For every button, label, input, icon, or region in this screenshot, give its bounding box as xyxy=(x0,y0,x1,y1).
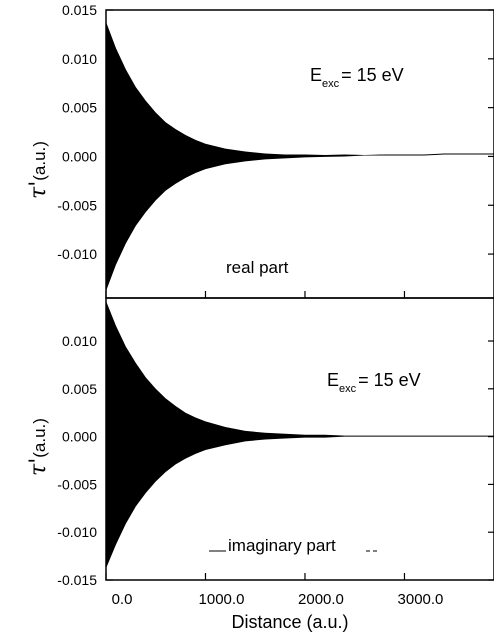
real-part-annotation: Eexc = 15 eV xyxy=(310,65,404,90)
y-tick-label: -0.005 xyxy=(57,197,97,213)
real-part-y-axis-label: τ'(a.u.) xyxy=(26,141,51,199)
real-part-caption: real part xyxy=(226,258,289,277)
y-tick-label: 0.000 xyxy=(62,148,97,164)
y-tick-label: 0.005 xyxy=(62,381,97,397)
x-tick-label: 3000.0 xyxy=(398,591,444,608)
imaginary-part-envelope xyxy=(106,300,494,569)
y-tick-label: 0.015 xyxy=(62,2,97,18)
x-tick-label: 0.0 xyxy=(112,591,133,608)
svg-text:τ'(a.u.): τ'(a.u.) xyxy=(26,141,51,199)
imaginary-part-annotation: Eexc = 15 eV xyxy=(327,370,421,395)
y-tick-label: 0.010 xyxy=(62,51,97,67)
x-tick-label: 2000.0 xyxy=(298,591,344,608)
imaginary-part-panel: 0.010 0.005 0.000 -0.005 -0.010 -0.015 0.0 100… xyxy=(26,297,494,632)
real-part-envelope xyxy=(106,21,494,292)
y-tick-label: 0.000 xyxy=(62,429,97,445)
y-tick-label: -0.010 xyxy=(57,524,97,540)
x-tick-label: 1000.0 xyxy=(199,591,245,608)
imaginary-part-plot-frame xyxy=(105,297,494,581)
y-tick-label: -0.010 xyxy=(57,246,97,262)
imaginary-part-y-axis-label: τ'(a.u.) xyxy=(26,418,51,476)
svg-text:τ'(a.u.): τ'(a.u.) xyxy=(26,418,51,476)
y-tick-label: 0.005 xyxy=(62,100,97,116)
imaginary-part-caption: imaginary part xyxy=(228,536,336,555)
y-tick-label: -0.015 xyxy=(57,572,97,588)
y-tick-label: 0.010 xyxy=(62,333,97,349)
x-axis-label: Distance (a.u.) xyxy=(231,612,348,632)
real-part-panel: 0.015 0.010 0.005 0.000 -0.005 -0.010 Eexc = 1… xyxy=(26,2,494,299)
y-tick-label: -0.005 xyxy=(57,476,97,492)
